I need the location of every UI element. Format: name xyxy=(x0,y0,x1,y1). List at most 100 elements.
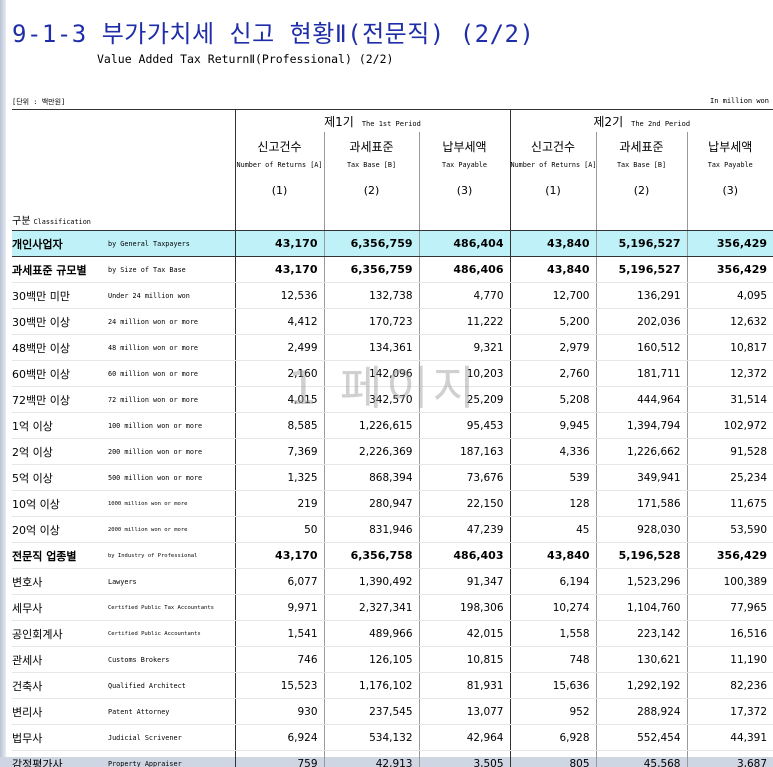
table-cell: 342,570 xyxy=(323,386,419,413)
table-cell: 6,194 xyxy=(509,568,596,595)
table-cell: 47,239 xyxy=(418,516,510,543)
table-cell: 45 xyxy=(509,516,596,543)
table-cell: 6,924 xyxy=(234,724,324,751)
column-header: 신고건수 Number of Returns [A] (1) xyxy=(509,132,596,231)
row-label-en: Patent Attorney xyxy=(105,698,235,725)
table-cell: 43,840 xyxy=(509,542,596,569)
table-cell: 43,170 xyxy=(234,230,324,257)
table-row: 60백만 이상 60 million won or more 2,160 142,09… xyxy=(12,360,773,387)
page-subtitle: Value Added Tax ReturnⅡ(Professional) (2… xyxy=(97,52,394,66)
table-cell: 12,632 xyxy=(686,308,773,335)
table-row: 세무사 Certified Public Tax Accountants 9,971… xyxy=(12,594,773,621)
row-label-en: Customs Brokers xyxy=(105,646,235,673)
table-row: 5억 이상 500 million won or more 1,325 868,394… xyxy=(12,464,773,491)
table-cell: 1,226,662 xyxy=(595,438,687,465)
period-header-2: 제2기 The 2nd Period xyxy=(509,109,773,132)
table-cell: 10,203 xyxy=(418,360,510,387)
table-cell: 489,966 xyxy=(323,620,419,647)
table-cell: 2,499 xyxy=(234,334,324,361)
column-header: 과세표준 Tax Base [B] (2) xyxy=(323,132,419,231)
table-cell: 50 xyxy=(234,516,324,543)
table-cell: 444,964 xyxy=(595,386,687,413)
row-label-en: 48 million won or more xyxy=(105,334,235,361)
table-row: 공인회계사 Certified Public Accountants 1,541 48… xyxy=(12,620,773,647)
table-cell: 11,222 xyxy=(418,308,510,335)
row-label-en: 60 million won or more xyxy=(105,360,235,387)
column-header: 납부세액 Tax Payable (3) xyxy=(418,132,510,231)
table-cell: 202,036 xyxy=(595,308,687,335)
table-cell: 132,738 xyxy=(323,282,419,309)
table-cell: 43,840 xyxy=(509,256,596,283)
row-label-ko: 감정평가사 xyxy=(12,750,105,767)
table-row: 48백만 이상 48 million won or more 2,499 134,36… xyxy=(12,334,773,361)
table-cell: 1,390,492 xyxy=(323,568,419,595)
table-cell: 53,590 xyxy=(686,516,773,543)
row-label-ko: 60백만 이상 xyxy=(12,360,105,387)
table-cell: 748 xyxy=(509,646,596,673)
column-header-row: 구분 Classification 신고건수 Number of Returns … xyxy=(12,132,773,231)
table-cell: 486,406 xyxy=(418,256,510,283)
table-cell: 831,946 xyxy=(323,516,419,543)
row-label-en: by General Taxpayers xyxy=(105,230,235,257)
row-label-en: Under 24 million won xyxy=(105,282,235,309)
table-cell: 552,454 xyxy=(595,724,687,751)
table-row: 30백만 이상 24 million won or more 4,412 170,72… xyxy=(12,308,773,335)
table-cell: 10,817 xyxy=(686,334,773,361)
table-cell: 349,941 xyxy=(595,464,687,491)
table-row: 20억 이상 2000 million won or more 50 831,946 4… xyxy=(12,516,773,543)
table-cell: 534,132 xyxy=(323,724,419,751)
table-cell: 1,558 xyxy=(509,620,596,647)
row-label-en: by Size of Tax Base xyxy=(105,256,235,283)
table-cell: 746 xyxy=(234,646,324,673)
row-label-ko: 과세표준 규모별 xyxy=(12,256,105,283)
table-cell: 128 xyxy=(509,490,596,517)
table-cell: 22,150 xyxy=(418,490,510,517)
table-row: 72백만 이상 72 million won or more 4,015 342,57… xyxy=(12,386,773,413)
row-label-ko: 10억 이상 xyxy=(12,490,105,517)
period-header-1: 제1기 The 1st Period xyxy=(234,109,510,132)
table-cell: 17,372 xyxy=(686,698,773,725)
table-row: 과세표준 규모별 by Size of Tax Base 43,170 6,356,7… xyxy=(12,256,773,283)
table-cell: 91,347 xyxy=(418,568,510,595)
table-row: 변호사 Lawyers 6,077 1,390,492 91,347 6,194 1,523… xyxy=(12,568,773,595)
row-label-ko: 5억 이상 xyxy=(12,464,105,491)
table-row: 건축사 Qualified Architect 15,523 1,176,102 81,… xyxy=(12,672,773,699)
row-label-ko: 변호사 xyxy=(12,568,105,595)
row-label-en: Lawyers xyxy=(105,568,235,595)
table-cell: 2,979 xyxy=(509,334,596,361)
row-label-en: Qualified Architect xyxy=(105,672,235,699)
row-label-en: by Industry of Professional xyxy=(105,542,235,569)
table-cell: 1,541 xyxy=(234,620,324,647)
table-cell: 223,142 xyxy=(595,620,687,647)
row-label-ko: 30백만 미만 xyxy=(12,282,105,309)
row-label-ko: 법무사 xyxy=(12,724,105,751)
table-cell: 280,947 xyxy=(323,490,419,517)
unit-label-en: In million won xyxy=(709,97,769,105)
table-cell: 12,700 xyxy=(509,282,596,309)
table-cell: 142,096 xyxy=(323,360,419,387)
table-cell: 3,687 xyxy=(686,750,773,767)
table-row: 변리사 Patent Attorney 930 237,545 13,077 952 288… xyxy=(12,698,773,725)
table-row: 10억 이상 1000 million won or more 219 280,947… xyxy=(12,490,773,517)
classification-label: 구분 Classification xyxy=(12,132,235,231)
table-cell: 8,585 xyxy=(234,412,324,439)
table-cell: 5,196,527 xyxy=(595,256,687,283)
table-cell: 759 xyxy=(234,750,324,767)
table-cell: 2,226,369 xyxy=(323,438,419,465)
table-cell: 16,516 xyxy=(686,620,773,647)
row-label-ko: 20억 이상 xyxy=(12,516,105,543)
table-cell: 4,412 xyxy=(234,308,324,335)
table-row: 감정평가사 Property Appraiser 759 42,913 3,505 805… xyxy=(12,750,773,767)
table-row: 전문직 업종별 by Industry of Professional 43,170… xyxy=(12,542,773,569)
table-cell: 198,306 xyxy=(418,594,510,621)
table-cell: 45,568 xyxy=(595,750,687,767)
row-label-en: 72 million won or more xyxy=(105,386,235,413)
row-label-en: 24 million won or more xyxy=(105,308,235,335)
table-cell: 9,945 xyxy=(509,412,596,439)
table-cell: 43,170 xyxy=(234,256,324,283)
table-cell: 356,429 xyxy=(686,256,773,283)
table-row: 1억 이상 100 million won or more 8,585 1,226,6… xyxy=(12,412,773,439)
row-label-ko: 세무사 xyxy=(12,594,105,621)
table-cell: 952 xyxy=(509,698,596,725)
table-cell: 134,361 xyxy=(323,334,419,361)
